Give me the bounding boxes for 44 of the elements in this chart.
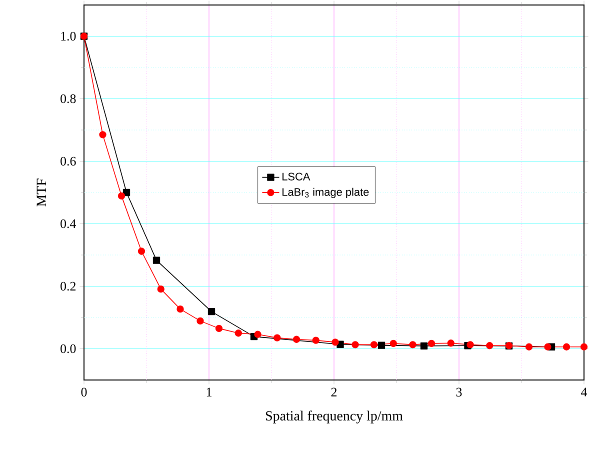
y-tick-label: 0.2 xyxy=(60,282,76,291)
x-tick-label: 4 xyxy=(581,388,588,396)
legend-label: LSCA xyxy=(282,172,310,180)
x-tick-label: 1 xyxy=(206,388,212,396)
point xyxy=(420,342,428,350)
point xyxy=(466,341,474,348)
point xyxy=(274,334,281,342)
point xyxy=(525,343,533,350)
y-tick-label: 1.0 xyxy=(61,32,76,41)
legend-label: LaBr$_{3}$ image plate xyxy=(282,188,369,198)
point xyxy=(176,305,184,313)
point xyxy=(390,340,397,348)
point xyxy=(215,324,223,332)
point xyxy=(447,340,454,347)
point xyxy=(486,342,494,350)
point xyxy=(332,338,339,346)
point xyxy=(234,330,242,337)
point xyxy=(138,248,146,255)
point xyxy=(208,308,216,316)
y-tick-label: 0.0 xyxy=(60,344,76,354)
point xyxy=(254,330,262,338)
point xyxy=(580,343,588,350)
y-axis-title: MTF xyxy=(36,178,46,206)
x-tick-label: 0 xyxy=(81,388,87,397)
y-tick-label: 0.6 xyxy=(60,156,76,166)
point xyxy=(370,341,378,348)
point xyxy=(99,131,106,138)
x-axis-title: Spatial frequency lp/mm xyxy=(266,410,403,424)
y-tick-label: 0.4 xyxy=(60,219,76,228)
point xyxy=(428,340,436,348)
x-tick-label: 3 xyxy=(456,388,462,396)
point xyxy=(118,192,126,200)
point xyxy=(152,256,160,264)
point xyxy=(544,343,552,350)
point xyxy=(292,336,300,343)
point xyxy=(312,336,320,344)
point xyxy=(562,343,570,350)
point xyxy=(352,341,359,348)
point xyxy=(157,285,164,293)
y-tick-label: 0.8 xyxy=(60,94,76,104)
point xyxy=(378,342,386,349)
point xyxy=(409,341,416,348)
point xyxy=(196,317,204,325)
x-tick-label: 2 xyxy=(331,388,337,396)
